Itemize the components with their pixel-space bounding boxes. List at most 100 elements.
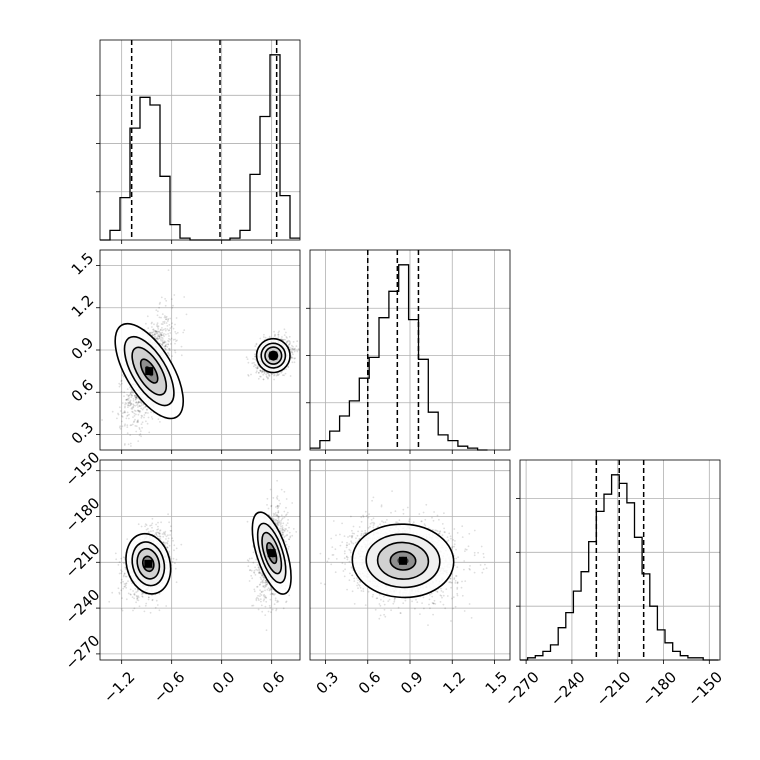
sample-dot — [158, 337, 161, 340]
sample-dot — [123, 444, 126, 446]
sample-dot — [273, 373, 276, 376]
sample-dot — [260, 594, 263, 596]
sample-dot — [144, 406, 146, 409]
sample-dot — [125, 586, 128, 589]
sample-dot — [260, 572, 262, 575]
sample-dot — [258, 568, 260, 571]
sample-dot — [130, 402, 133, 405]
sample-dot — [159, 301, 161, 304]
sample-dot — [166, 320, 169, 322]
sample-dot — [130, 388, 133, 391]
sample-dot — [167, 534, 169, 537]
joint-panel-p0-p2 — [96, 459, 301, 664]
sample-dot — [131, 410, 133, 413]
sample-dot — [129, 401, 132, 403]
sample-dot — [257, 597, 260, 600]
sample-dot — [121, 382, 123, 385]
sample-dot — [248, 569, 251, 572]
sample-dot — [124, 443, 126, 445]
sample-dot — [155, 523, 157, 526]
sample-dot — [275, 514, 277, 517]
sample-dot — [133, 415, 136, 417]
sample-dot — [276, 505, 279, 508]
density-peak-cell — [145, 367, 154, 376]
sample-dot — [185, 313, 188, 316]
sample-dot — [283, 338, 285, 341]
sample-dot — [257, 371, 260, 374]
sample-dot — [269, 488, 272, 491]
sample-dot — [135, 397, 138, 399]
sample-dot — [161, 329, 164, 332]
sample-dot — [162, 321, 164, 323]
sample-dot — [278, 516, 280, 518]
sample-dot — [133, 409, 136, 412]
sample-dot — [258, 584, 261, 586]
sample-dot — [135, 413, 137, 416]
sample-dot — [160, 323, 163, 325]
sample-dot — [169, 327, 172, 330]
sample-dot — [289, 347, 292, 349]
sample-dot — [146, 315, 149, 318]
sample-dot — [267, 507, 270, 510]
sample-dot — [172, 539, 174, 542]
sample-dot — [128, 394, 131, 396]
sample-dot — [272, 517, 275, 520]
sample-dot — [293, 348, 295, 351]
sample-dot — [164, 329, 167, 332]
sample-dot — [260, 600, 262, 603]
sample-dot — [117, 412, 119, 415]
sample-dot — [137, 406, 139, 408]
sample-dot — [269, 606, 272, 609]
sample-dot — [118, 382, 121, 385]
sample-dot — [123, 411, 126, 414]
sample-dot — [129, 392, 132, 395]
sample-dot — [137, 401, 140, 404]
sample-dot — [160, 316, 162, 319]
sample-dot — [254, 355, 257, 358]
sample-dot — [274, 333, 276, 336]
sample-dot — [118, 426, 121, 429]
sample-dot — [123, 583, 126, 585]
sample-dot — [265, 597, 267, 599]
sample-dot — [277, 521, 280, 523]
sample-dot — [156, 325, 158, 327]
sample-dot — [277, 511, 279, 514]
sample-dot — [265, 581, 268, 584]
sample-dot — [172, 557, 175, 560]
hist-p2-frame — [519, 459, 721, 661]
sample-dot — [136, 588, 139, 591]
sample-dot — [261, 369, 264, 372]
sample-dot — [132, 404, 135, 407]
sample-dot — [132, 392, 134, 394]
sample-dot — [154, 335, 157, 338]
sample-dot — [118, 572, 121, 575]
sample-dot — [138, 401, 141, 404]
sample-dot — [291, 357, 294, 359]
histogram-step-p0 — [100, 54, 300, 241]
sample-dot — [158, 333, 160, 336]
sample-dot — [138, 410, 140, 412]
sample-dot — [126, 415, 128, 417]
sample-dot — [138, 605, 141, 608]
sample-dot — [292, 528, 295, 530]
sample-dot — [135, 595, 138, 597]
sample-dot — [156, 323, 158, 326]
sample-dot — [124, 585, 126, 588]
sample-dot — [287, 519, 289, 521]
sample-dot — [263, 371, 266, 373]
sample-dot — [138, 411, 141, 414]
sample-dot — [135, 396, 138, 399]
sample-dot — [160, 339, 162, 342]
sample-dot — [151, 599, 154, 602]
sample-dot — [134, 398, 137, 401]
sample-dot — [162, 334, 164, 337]
sample-dot — [251, 557, 253, 560]
sample-dot — [139, 401, 142, 404]
sample-dot — [183, 296, 186, 298]
sample-dot — [168, 544, 171, 547]
sample-dot — [291, 351, 293, 353]
sample-dot — [134, 410, 137, 412]
sample-dot — [269, 589, 272, 591]
sample-dot — [118, 406, 121, 409]
sample-dot — [281, 527, 283, 530]
